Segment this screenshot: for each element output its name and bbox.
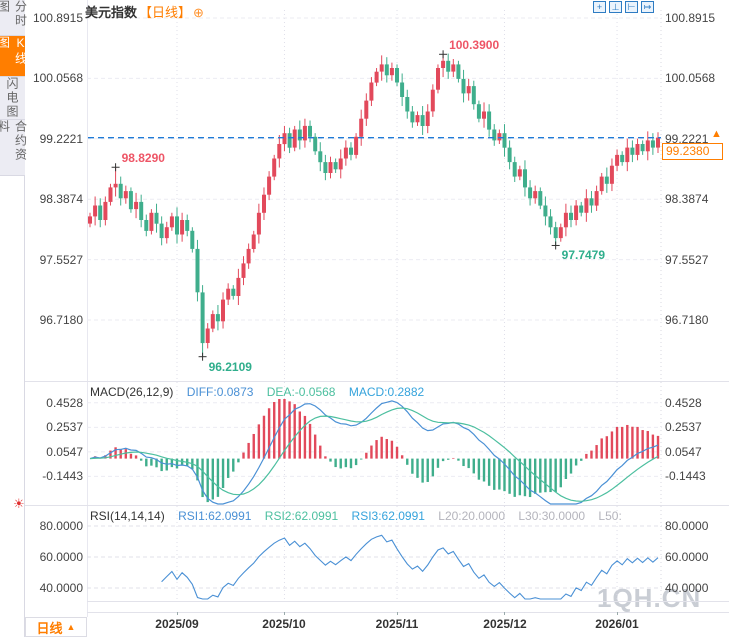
- rsi-axis-label: 80.0000: [39, 519, 83, 533]
- macd-header: MACD(26,12,9) DIFF:0.0873 DEA:-0.0568 MA…: [90, 385, 434, 399]
- rsi-axis-label: 80.0000: [665, 519, 709, 533]
- price-axis-label: 100.8915: [32, 11, 83, 25]
- x-axis-label: 2025/11: [375, 617, 419, 631]
- rsi-axis-label: 60.0000: [665, 550, 709, 564]
- price-axis-label: 97.5527: [665, 253, 709, 267]
- rsi-axis-label: 60.0000: [39, 550, 83, 564]
- price-annotation-high: 98.8290: [121, 151, 165, 166]
- x-axis-tick: [617, 612, 619, 615]
- rsi-title: RSI(14,14,14): [90, 509, 165, 523]
- macd-axis-label: 0.2537: [46, 420, 83, 434]
- current-price-box: 99.2380: [662, 143, 723, 160]
- macd-title: MACD(26,12,9): [90, 385, 174, 399]
- add-indicator-icon[interactable]: ⊕: [193, 5, 204, 20]
- rsi-l30-value: L30:30.0000: [518, 509, 586, 523]
- x-axis-tick: [176, 612, 178, 615]
- macd-panel-top-border: [25, 381, 729, 382]
- x-axis-label: 2025/09: [155, 617, 199, 631]
- price-axis-label: 99.2221: [39, 132, 83, 146]
- timeframe-label: 日线: [36, 620, 63, 636]
- x-axis-label: 2026/01: [595, 617, 639, 631]
- price-annotation-low: 96.2109: [208, 359, 252, 374]
- x-axis-label: 2025/10: [262, 617, 306, 631]
- rsi-header: RSI(14,14,14) RSI1:62.0991 RSI2:62.0991 …: [90, 509, 632, 523]
- rsi-l50-value: L50:: [598, 509, 622, 523]
- rsi2-value: RSI2:62.0991: [264, 509, 339, 523]
- price-annotation-low: 97.7479: [561, 248, 606, 263]
- macd-axis-label: 0.4528: [46, 396, 83, 410]
- macd-dea-value: DEA:-0.0568: [266, 385, 336, 399]
- chart-toolbar: + ⊥ ⊢ ↦: [593, 1, 654, 13]
- macd-axis-label: -0.1443: [665, 469, 706, 483]
- price-axis-label: 98.3874: [665, 192, 709, 206]
- axis-plot-divider: [87, 0, 88, 617]
- price-annotation-high: 100.3900: [449, 38, 500, 53]
- symbol-name: 美元指数: [85, 5, 138, 20]
- macd-axis-label: 0.4528: [665, 396, 702, 410]
- x-axis-line: [87, 612, 729, 613]
- chart-title: 美元指数 【日线】 ⊕: [85, 2, 204, 21]
- rsi-panel-top-border: [25, 505, 729, 506]
- price-up-arrow-icon: ▲: [711, 128, 722, 140]
- timeframe-caret-icon: ▲: [66, 622, 76, 632]
- sidebar-tab-timeline-chart[interactable]: 分时图: [0, 0, 28, 36]
- macd-diff-value: DIFF:0.0873: [186, 385, 254, 399]
- x-axis-tick: [397, 612, 399, 615]
- rsi1-value: RSI1:62.0991: [178, 509, 252, 523]
- price-axis-label: 100.8915: [665, 11, 716, 25]
- x-axis-label: 2025/12: [483, 617, 527, 631]
- price-axis-label: 99.2221: [665, 132, 709, 146]
- price-axis-label: 97.5527: [39, 253, 83, 267]
- x-axis-tick: [504, 612, 506, 615]
- indicator-panel-icon[interactable]: ⊢: [625, 1, 638, 13]
- rsi-l20-value: L20:20.0000: [438, 509, 505, 523]
- rsi-axis-label: 40.0000: [665, 581, 709, 595]
- macd-axis-label: 0.2537: [665, 420, 702, 434]
- timeframe-tag: 【日线】: [139, 5, 192, 20]
- sidebar-tab-contract-info[interactable]: 合约资料: [0, 120, 28, 176]
- price-axis-label: 96.7180: [39, 313, 83, 327]
- macd-hist-value: MACD:0.2882: [348, 385, 425, 399]
- rsi-axis-label: 40.0000: [39, 581, 83, 595]
- axis-scale-icon[interactable]: ⊥: [609, 1, 622, 13]
- price-axis-label: 100.0568: [32, 71, 83, 85]
- x-axis-tick: [284, 612, 286, 615]
- exit-icon[interactable]: ↦: [641, 1, 654, 13]
- macd-axis-label: 0.0547: [46, 445, 83, 459]
- timeframe-selector[interactable]: 日线 ▲: [25, 617, 87, 637]
- rsi3-value: RSI3:62.0991: [351, 509, 425, 523]
- sidebar-tab-flash-chart[interactable]: 闪电图: [0, 77, 25, 120]
- macd-axis-label: -0.1443: [42, 469, 83, 483]
- rsi-panel-bottom-border: [87, 601, 729, 602]
- price-axis-label: 96.7180: [665, 313, 709, 327]
- sidebar: 分时图 K线图 闪电图 合约资料: [0, 0, 28, 637]
- crosshair-icon[interactable]: +: [593, 1, 606, 13]
- sun-indicator-icon: ☀: [13, 496, 25, 511]
- price-axis-label: 98.3874: [39, 192, 83, 206]
- price-axis-label: 100.0568: [665, 71, 716, 85]
- sidebar-tab-kline-chart[interactable]: K线图: [0, 36, 28, 77]
- macd-axis-label: 0.0547: [665, 445, 702, 459]
